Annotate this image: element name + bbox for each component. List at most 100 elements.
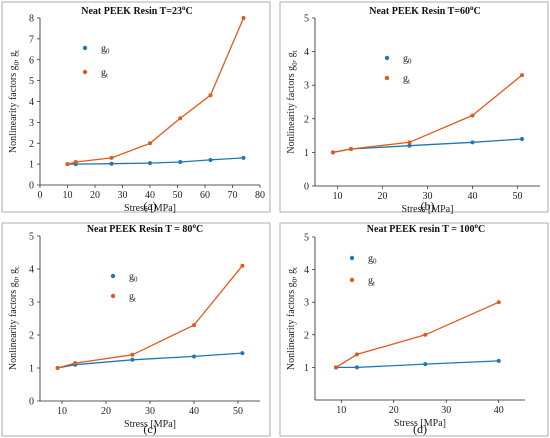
data-point-gt — [109, 155, 114, 160]
series-line-g0 — [336, 360, 499, 369]
data-point-gt — [73, 361, 78, 366]
legend-label-g0: g0 — [101, 44, 110, 56]
data-point-gt — [496, 300, 501, 305]
chart-title: Neat PEEK Resin T=60oC — [369, 4, 481, 17]
series-line-gt — [57, 265, 243, 369]
x-tick-label: 0 — [38, 190, 43, 201]
y-tick-label: 5 — [29, 232, 34, 243]
y-tick-label: 4 — [304, 265, 309, 276]
data-point-gt — [355, 352, 359, 357]
data-point-g0 — [423, 362, 428, 367]
legend-marker-gt — [384, 75, 390, 81]
x-tick-label: 10 — [63, 190, 73, 201]
x-tick-label: 80 — [255, 190, 265, 201]
x-tick-label: 20 — [101, 406, 111, 417]
legend-label-gt: gt — [101, 68, 108, 80]
data-point-g0 — [148, 161, 152, 166]
x-tick-label: 30 — [441, 405, 451, 416]
x-tick-label: 50 — [233, 406, 243, 417]
y-tick-label: 5 — [29, 76, 34, 87]
data-point-g0 — [130, 357, 135, 362]
legend-label-g0: g0 — [403, 54, 412, 66]
legend-label-gt: gt — [368, 276, 375, 288]
data-point-g0 — [241, 155, 246, 160]
x-tick-label: 30 — [145, 406, 155, 417]
chart-panel-d: 10 20 30 40 1 2 3 4 5 Neat PEEK resin T = 100oC St… — [286, 222, 525, 436]
x-tick-label: 20 — [90, 190, 100, 201]
y-axis-label: Nonlinearity factors g0, gt — [8, 267, 21, 370]
y-tick-label: 7 — [29, 34, 34, 45]
data-point-gt — [130, 352, 135, 357]
legend-label-gt: gt — [403, 74, 410, 86]
data-point-g0 — [520, 136, 524, 141]
y-tick-label: 5 — [304, 233, 309, 244]
legend-marker-g0 — [82, 45, 88, 51]
series-line-g0 — [332, 138, 523, 154]
x-axis-label: Stress [MPa] — [124, 419, 176, 430]
data-point-gt — [240, 263, 245, 268]
legend-marker-gt — [82, 69, 88, 75]
x-tick-label: 20 — [378, 191, 388, 202]
data-point-g0 — [208, 157, 213, 162]
y-tick-label: 2 — [304, 330, 309, 341]
chart-panel-a: 0 10 20 30 40 50 60 70 80 0 1 2 3 4 5 6 7 8 Neat PEEK Resi… — [8, 4, 265, 214]
y-tick-label: 1 — [304, 363, 309, 374]
panel-frame-d — [279, 222, 549, 437]
y-tick-label: 1 — [304, 148, 309, 159]
legend-label-gt: gt — [129, 292, 136, 304]
x-tick-label: 50 — [513, 191, 523, 202]
data-point-gt — [520, 73, 524, 78]
data-point-gt — [65, 162, 70, 167]
y-tick-label: 6 — [29, 55, 34, 66]
x-tick-label: 40 — [494, 405, 504, 416]
y-tick-label: 3 — [29, 118, 34, 129]
legend-marker-gt — [349, 277, 355, 283]
chart-panel-c: 10 20 30 40 50 0 1 2 3 4 5 Neat PEEK Resin T = 80oC… — [8, 222, 260, 436]
series-line-g0 — [67, 157, 244, 165]
x-tick-label: 10 — [333, 191, 343, 202]
data-point-gt — [331, 150, 335, 155]
panel-label: (d) — [413, 422, 427, 436]
x-tick-label: 70 — [228, 190, 238, 201]
y-tick-label: 3 — [304, 81, 309, 92]
series-line-gt — [67, 17, 245, 165]
legend-label-g0: g0 — [368, 254, 377, 266]
legend-marker-g0 — [384, 55, 390, 61]
y-tick-label: 3 — [304, 298, 309, 309]
data-point-gt — [407, 140, 412, 145]
y-tick-label: 4 — [29, 97, 34, 108]
chart-panel-b: 10 20 30 40 50 0 1 2 3 4 5 Neat PEEK Resin T=60oC St… — [286, 4, 540, 215]
y-tick-label: 2 — [304, 114, 309, 125]
x-tick-label: 10 — [336, 405, 346, 416]
panel-frame-a — [1, 1, 271, 213]
data-point-gt — [470, 113, 475, 118]
data-point-gt — [349, 147, 353, 152]
y-tick-label: 0 — [29, 397, 34, 408]
legend-marker-g0 — [110, 273, 116, 279]
data-point-gt — [334, 365, 338, 370]
x-tick-label: 30 — [423, 191, 433, 202]
panel-label: (c) — [143, 422, 156, 436]
y-tick-label: 1 — [29, 160, 34, 171]
x-tick-label: 30 — [118, 190, 128, 201]
x-tick-label: 10 — [57, 406, 67, 417]
data-point-gt — [241, 16, 246, 20]
y-axis-label: Nonlinearity factors g0, gt — [286, 267, 299, 370]
x-tick-label: 50 — [173, 190, 183, 201]
chart-title: Neat PEEK Resin T = 80oC — [87, 222, 203, 235]
data-point-gt — [148, 141, 152, 146]
y-axis-label: Nonlinearity factors g0, gt — [8, 50, 21, 153]
data-point-g0 — [470, 140, 475, 145]
data-point-g0 — [192, 354, 196, 359]
data-point-g0 — [109, 161, 114, 166]
x-axis-label: Stress [MPa] — [124, 203, 176, 214]
legend-marker-g0 — [349, 255, 355, 261]
data-point-g0 — [407, 143, 412, 148]
data-point-gt — [55, 366, 60, 370]
data-point-gt — [208, 93, 213, 98]
data-point-g0 — [496, 358, 501, 363]
chart-title: Neat PEEK resin T = 100oC — [367, 222, 485, 235]
x-tick-label: 20 — [389, 405, 399, 416]
y-tick-label: 1 — [29, 364, 34, 375]
